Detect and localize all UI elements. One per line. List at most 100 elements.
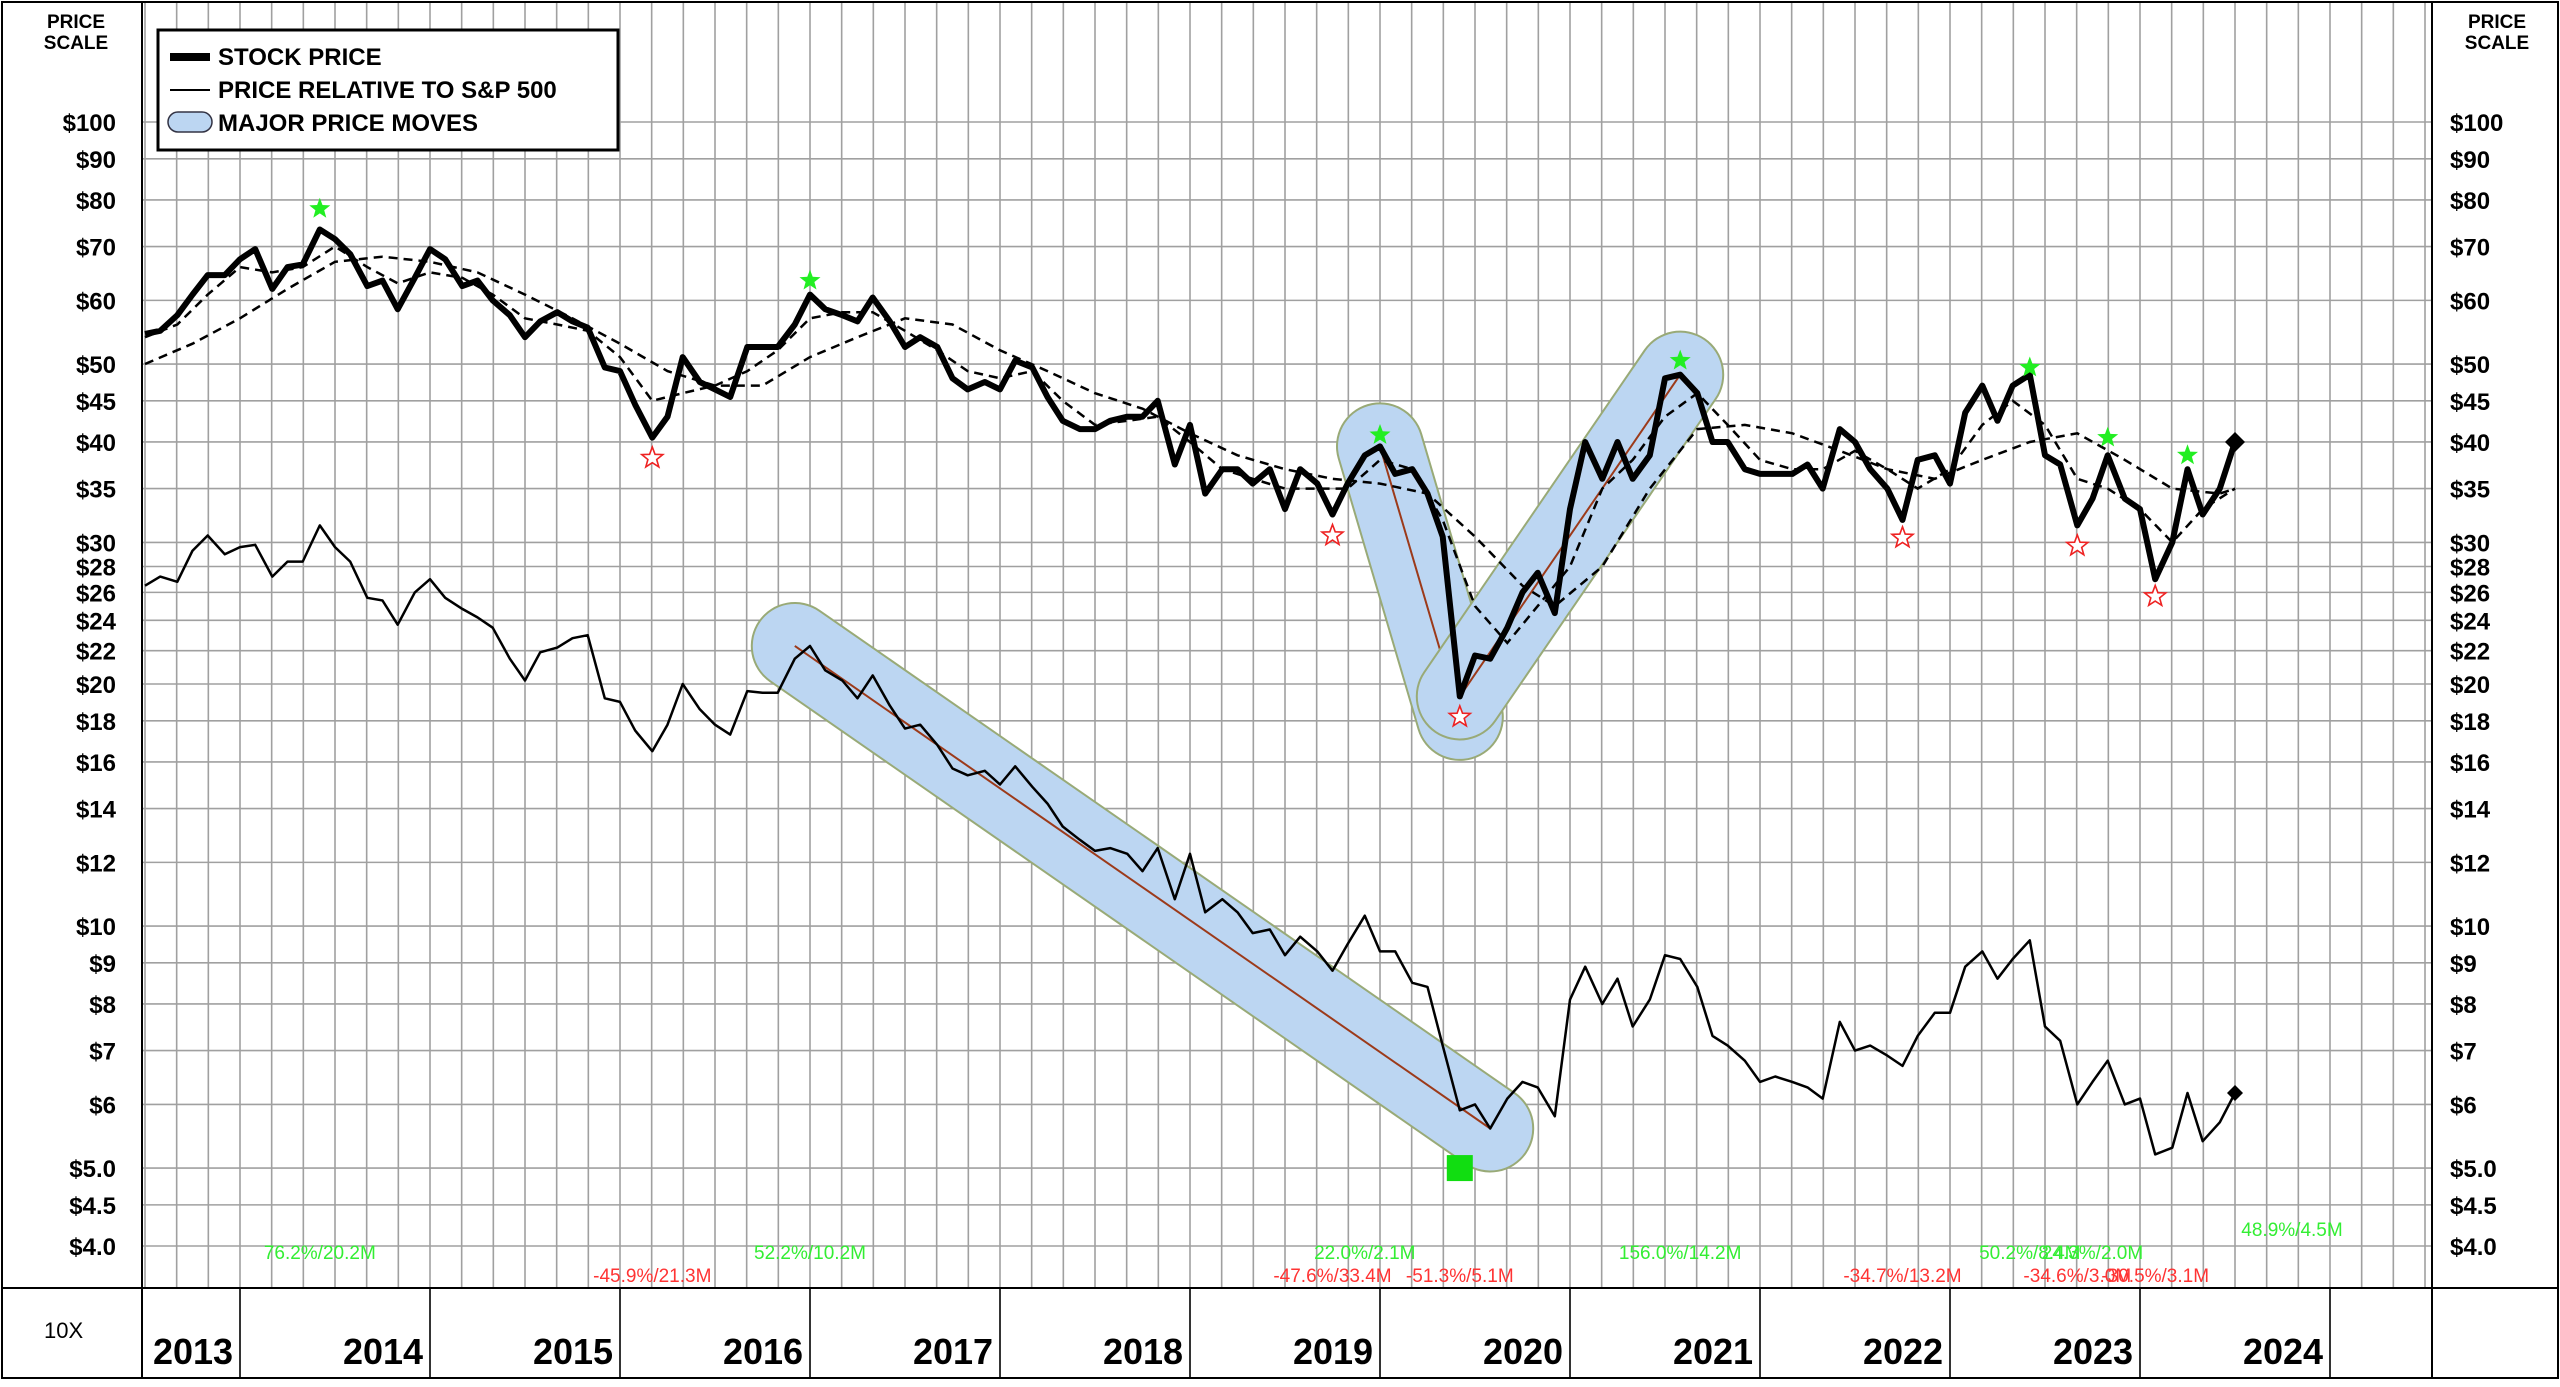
- y-tick-label-right: $24: [2450, 608, 2491, 635]
- legend: STOCK PRICE PRICE RELATIVE TO S&P 500 MA…: [156, 28, 620, 152]
- y-tick-label-left: $16: [76, 750, 116, 777]
- peak-star-icon: [1369, 424, 1391, 444]
- move-label: -45.9%/21.3M: [593, 1266, 711, 1287]
- y-tick-label-left: $22: [76, 639, 116, 666]
- y-tick-label-right: $100: [2450, 110, 2503, 137]
- y-tick-label-right: $20: [2450, 672, 2490, 699]
- relative-price-line: [144, 524, 2237, 1156]
- price-scale-title-right-2: SCALE: [2465, 33, 2529, 54]
- move-label: -34.6%/3.0M: [2023, 1266, 2131, 1287]
- y-tick-label-right: $90: [2450, 147, 2490, 174]
- y-tick-label-left: $20: [76, 672, 116, 699]
- y-tick-label-right: $5.0: [2450, 1156, 2497, 1183]
- trough-star-icon: [2064, 532, 2090, 557]
- y-tick-label-left: $4.0: [69, 1234, 116, 1261]
- y-tick-label-left: $100: [63, 110, 116, 137]
- trough-star-icon: [1889, 524, 1916, 549]
- y-tick-label-left: $50: [76, 352, 116, 379]
- y-tick-label-left: $5.0: [69, 1156, 116, 1183]
- y-tick-label-right: $30: [2450, 530, 2490, 557]
- trough-star-icon: [1447, 703, 1473, 728]
- year-label: 2015: [533, 1331, 613, 1372]
- y-tick-label-right: $60: [2450, 288, 2490, 315]
- year-label: 2018: [1103, 1331, 1183, 1372]
- y-tick-label-right: $7: [2450, 1039, 2477, 1066]
- footer-label: 10X: [44, 1318, 83, 1343]
- year-label: 2019: [1293, 1331, 1373, 1372]
- y-tick-label-right: $28: [2450, 555, 2490, 582]
- y-tick-label-left: $60: [76, 288, 116, 315]
- move-label: 22.0%/2.1M: [1314, 1243, 1415, 1264]
- year-label: 2016: [723, 1331, 803, 1372]
- y-tick-label-right: $18: [2450, 709, 2490, 736]
- y-tick-label-right: $4.5: [2450, 1193, 2497, 1220]
- move-label: 76.2%/20.2M: [264, 1243, 376, 1264]
- year-label: 2024: [2243, 1331, 2323, 1372]
- stock-price-line: [144, 226, 2238, 700]
- move-label: -47.6%/33.4M: [1273, 1266, 1391, 1287]
- peak-star-icon: [309, 197, 331, 218]
- move-label: 52.2%/10.2M: [754, 1243, 866, 1264]
- y-tick-label-right: $12: [2450, 850, 2490, 877]
- y-tick-label-left: $30: [76, 530, 116, 557]
- y-tick-label-left: $18: [76, 709, 116, 736]
- series-lines: [144, 226, 2238, 1156]
- y-tick-label-left: $8: [89, 992, 116, 1019]
- y-tick-label-right: $16: [2450, 750, 2490, 777]
- y-tick-label-right: $4.0: [2450, 1234, 2497, 1261]
- y-tick-label-right: $26: [2450, 580, 2490, 607]
- y-tick-label-left: $90: [76, 147, 116, 174]
- move-label: 24.3%/2.0M: [2042, 1243, 2143, 1264]
- y-tick-label-right: $45: [2450, 389, 2490, 416]
- y-tick-label-left: $70: [76, 235, 116, 262]
- year-label: 2022: [1863, 1331, 1943, 1372]
- end-diamond-relative-icon: [2227, 1084, 2243, 1101]
- y-tick-label-left: $28: [76, 555, 116, 582]
- y-axis-left: $100 $90 $80 $70 $60 $50 $45 $40 $35 $30$28$26$24…: [63, 110, 117, 1261]
- year-label: 2013: [153, 1331, 233, 1372]
- peak-star-icon: [799, 269, 821, 290]
- moving-average-short-line: [144, 245, 2236, 645]
- peak-star-icon: [2097, 426, 2119, 447]
- y-tick-label-left: $9: [89, 951, 116, 978]
- move-label: -30.5%/3.1M: [2101, 1266, 2209, 1287]
- move-label: -51.3%/5.1M: [1406, 1266, 1514, 1287]
- y-tick-label-left: $40: [76, 430, 116, 457]
- trough-star-icon: [639, 444, 665, 469]
- y-tick-label-right: $80: [2450, 188, 2490, 215]
- y-tick-label-left: $7: [89, 1039, 116, 1066]
- year-label: 2014: [343, 1331, 423, 1372]
- y-tick-label-right: $40: [2450, 430, 2490, 457]
- y-tick-label-right: $50: [2450, 352, 2490, 379]
- move-label: -34.7%/13.2M: [1843, 1266, 1961, 1287]
- y-tick-label-left: $35: [76, 477, 116, 504]
- year-label: 2020: [1483, 1331, 1563, 1372]
- y-axis-right: $100 $90 $80 $70 $60 $50 $45 $40 $35 $30$28$26$24…: [2450, 110, 2503, 1261]
- price-scale-title-left-2: SCALE: [44, 33, 108, 54]
- x-axis-years: 2013 2014 2015 2016 2017 2018 2019 2020 2021 2022…: [153, 1288, 2331, 1378]
- markers: [309, 197, 2245, 1182]
- y-tick-label-left: $14: [76, 797, 117, 824]
- low-square-icon: [1446, 1155, 1473, 1182]
- year-label: 2023: [2053, 1331, 2133, 1372]
- y-tick-label-left: $24: [76, 608, 117, 635]
- y-tick-label-right: $9: [2450, 951, 2477, 978]
- y-tick-label-left: $80: [76, 188, 116, 215]
- legend-relative-label: PRICE RELATIVE TO S&P 500: [218, 77, 557, 104]
- move-labels: 76.2%/20.2M -45.9%/21.3M 52.2%/10.2M 22.0%/…: [264, 1220, 2343, 1287]
- year-label: 2017: [913, 1331, 993, 1372]
- y-tick-label-right: $14: [2450, 797, 2491, 824]
- move-label: 50.2%/8.4M: [1979, 1243, 2080, 1264]
- y-tick-label-right: $22: [2450, 639, 2490, 666]
- price-scale-title-right-1: PRICE: [2468, 12, 2526, 33]
- year-label: 2021: [1673, 1331, 1753, 1372]
- end-diamond-stock-icon: [2225, 431, 2245, 452]
- move-label: 48.9%/4.5M: [2241, 1220, 2342, 1241]
- y-tick-label-left: $12: [76, 850, 116, 877]
- move-label: 156.0%/14.2M: [1619, 1243, 1742, 1264]
- y-tick-label-left: $6: [89, 1092, 116, 1119]
- trough-star-icon: [2142, 583, 2168, 608]
